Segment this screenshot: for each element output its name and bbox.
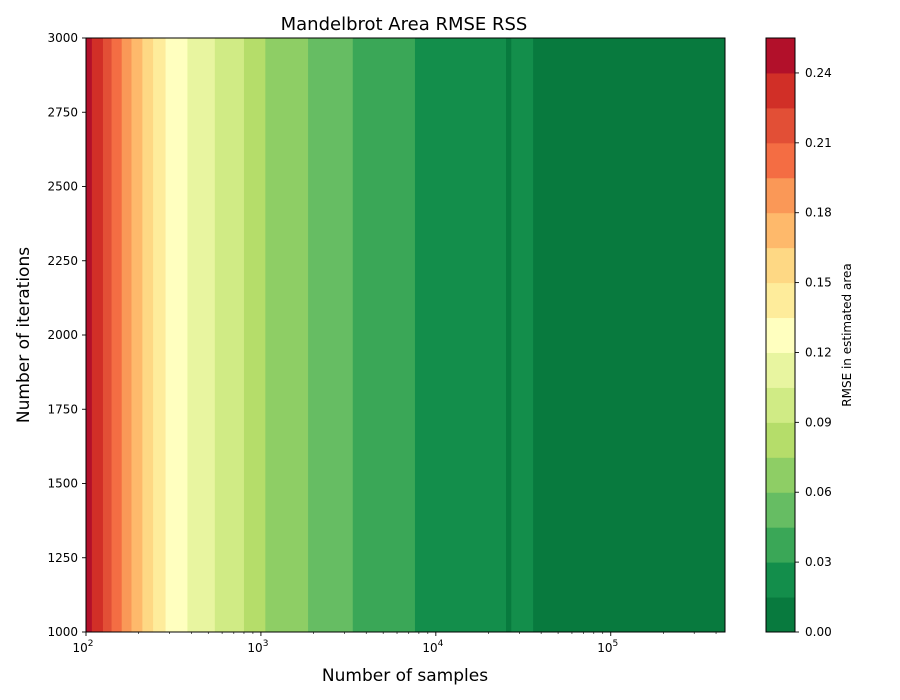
y-axis-label: Number of iterations — [14, 247, 34, 423]
contour-band — [111, 38, 123, 632]
contour-band — [142, 38, 154, 632]
contour-band — [165, 38, 189, 632]
contour-band — [91, 38, 104, 632]
colorbar-level — [766, 422, 795, 458]
x-axis: 102 103 104 105 — [72, 632, 717, 655]
colorbar-tick-label: 0.21 — [805, 136, 832, 150]
colorbar-tick-label: 0.09 — [805, 415, 832, 429]
x-tick-label: 102 — [72, 639, 93, 655]
colorbar-level — [766, 597, 795, 633]
contour-bands — [86, 38, 725, 632]
colorbar-label: RMSE in estimated area — [840, 263, 854, 406]
contour-band — [214, 38, 245, 632]
colorbar-level — [766, 38, 795, 74]
colorbar-ticks: 0.00 0.03 0.06 0.09 0.12 0.15 0.18 0.21 0.24 — [795, 66, 832, 639]
colorbar-level — [766, 247, 795, 284]
y-tick-label: 2000 — [47, 328, 78, 342]
contour-band — [511, 38, 534, 632]
contour-band — [153, 38, 167, 632]
y-tick-label: 1000 — [47, 625, 78, 639]
y-tick-label: 1250 — [47, 551, 78, 565]
contour-band — [121, 38, 133, 632]
colorbar-frame — [765, 37, 796, 633]
x-tick-label: 104 — [422, 639, 443, 655]
contour-band — [414, 38, 507, 632]
colorbar-level — [766, 457, 795, 493]
y-axis: 1000 1250 1500 1750 2000 2250 2500 2750 3000 — [47, 31, 86, 639]
colorbar-level — [766, 282, 795, 319]
colorbar-level — [766, 352, 795, 388]
x-tick-label: 105 — [597, 639, 618, 655]
contour-band — [533, 38, 725, 632]
contour-band — [102, 38, 113, 632]
colorbar-tick-label: 0.12 — [805, 345, 832, 359]
contour-band — [308, 38, 354, 632]
colorbar — [766, 38, 795, 633]
chart-title: Mandelbrot Area RMSE RSS — [281, 14, 528, 35]
colorbar-tick-label: 0.06 — [805, 485, 832, 499]
contour-band — [86, 38, 93, 632]
colorbar-level — [766, 107, 795, 144]
colorbar-level — [766, 212, 795, 249]
y-tick-label: 2750 — [47, 105, 78, 119]
contour-band — [187, 38, 216, 632]
colorbar-tick-label: 0.03 — [805, 555, 832, 569]
y-tick-label: 1750 — [47, 402, 78, 416]
x-axis-label: Number of samples — [322, 666, 488, 686]
colorbar-tick-label: 0.00 — [805, 625, 832, 639]
y-tick-label: 2250 — [47, 254, 78, 268]
colorbar-tick-label: 0.18 — [805, 206, 832, 220]
colorbar-level — [766, 562, 795, 598]
x-tick-label: 103 — [247, 639, 268, 655]
colorbar-level — [766, 492, 795, 528]
colorbar-level — [766, 317, 795, 353]
colorbar-level — [766, 72, 795, 109]
colorbar-level — [766, 387, 795, 423]
contour-band — [352, 38, 416, 632]
colorbar-level — [766, 177, 795, 214]
y-tick-label: 3000 — [47, 31, 78, 45]
y-tick-label: 1500 — [47, 477, 78, 491]
colorbar-level — [766, 527, 795, 563]
colorbar-tick-label: 0.15 — [805, 276, 832, 290]
colorbar-tick-label: 0.24 — [805, 66, 832, 80]
y-tick-label: 2500 — [47, 180, 78, 194]
contour-band — [243, 38, 266, 632]
contour-band — [506, 38, 512, 632]
colorbar-level — [766, 142, 795, 179]
contour-band — [265, 38, 309, 632]
contour-band — [131, 38, 143, 632]
